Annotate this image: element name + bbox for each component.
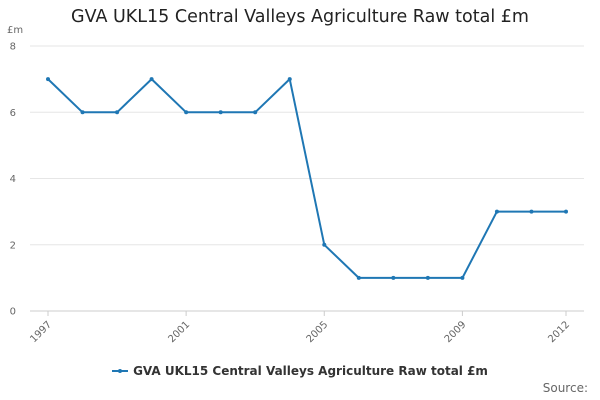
data-point bbox=[564, 209, 568, 214]
data-point bbox=[253, 110, 258, 115]
data-point bbox=[46, 77, 50, 82]
y-axis-label: £m bbox=[7, 25, 23, 36]
data-point bbox=[460, 275, 465, 280]
x-tick-label: 1997 bbox=[28, 319, 54, 345]
legend-swatch-marker bbox=[118, 369, 123, 373]
data-point bbox=[356, 275, 361, 280]
y-tick-label: 4 bbox=[10, 174, 16, 185]
source-label: Source: bbox=[542, 381, 588, 395]
data-point bbox=[322, 242, 327, 247]
data-point bbox=[391, 275, 396, 280]
data-point bbox=[80, 110, 85, 115]
y-tick-label: 0 bbox=[10, 307, 16, 318]
x-tick-label: 2012 bbox=[546, 319, 572, 345]
data-point bbox=[184, 110, 189, 115]
legend-swatch bbox=[112, 369, 129, 373]
x-tick-label: 2009 bbox=[443, 319, 469, 345]
series-layer bbox=[46, 77, 568, 280]
y-tick-label: 8 bbox=[10, 42, 16, 53]
y-tick-label: 6 bbox=[10, 108, 16, 119]
series-line bbox=[47, 78, 566, 279]
x-tick-label: 2005 bbox=[305, 319, 331, 345]
axes: 0 2 4 6 8 £m 1997 2001 2005 2009 2012 bbox=[7, 25, 572, 345]
legend-label: GVA UKL15 Central Valleys Agriculture Ra… bbox=[133, 364, 488, 378]
x-tick-label: 2001 bbox=[166, 319, 192, 345]
data-point bbox=[218, 110, 223, 115]
y-tick-label: 2 bbox=[10, 240, 16, 251]
data-point bbox=[529, 209, 534, 214]
data-point bbox=[149, 77, 154, 82]
data-point bbox=[425, 275, 430, 280]
data-point bbox=[494, 209, 499, 214]
data-point bbox=[115, 110, 120, 115]
legend[interactable]: GVA UKL15 Central Valleys Agriculture Ra… bbox=[0, 364, 600, 378]
data-point bbox=[287, 77, 292, 82]
chart-title: GVA UKL15 Central Valleys Agriculture Ra… bbox=[71, 7, 529, 27]
gridlines bbox=[30, 45, 584, 312]
